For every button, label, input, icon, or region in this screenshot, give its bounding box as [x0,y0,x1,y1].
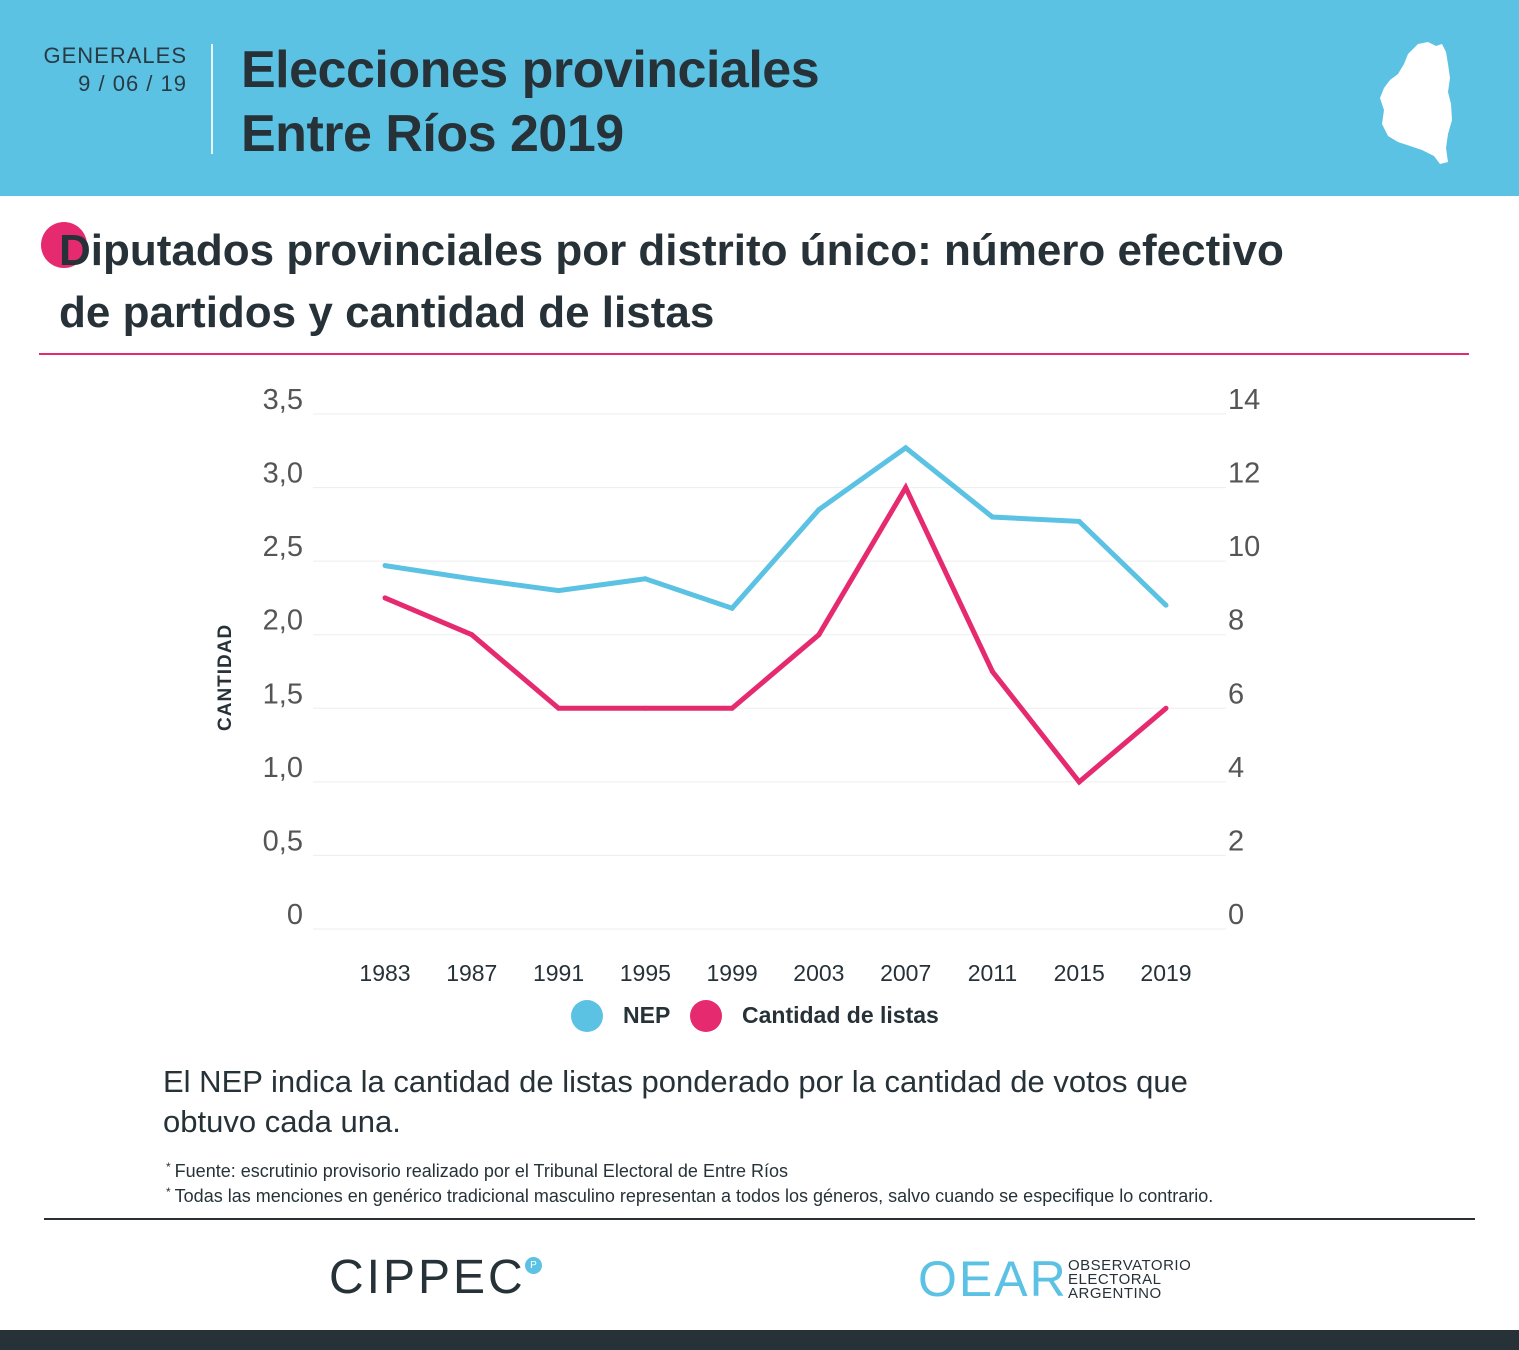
data-point-cantidad-de-listas [816,632,822,638]
x-tick-label: 1987 [446,960,497,986]
header-kicker: GENERALES 9 / 06 / 19 [30,42,187,98]
section-title-line2: de partidos y cantidad de listas [59,288,715,337]
y-right-tick-label: 0 [1228,899,1244,931]
x-tick-label: 1999 [707,960,758,986]
data-point-nep [469,576,475,582]
x-tick-label: 2007 [880,960,931,986]
cippec-logo-mark: P [525,1257,542,1274]
data-point-nep [989,514,995,520]
data-point-nep [382,563,388,569]
y-left-tick-label: 0 [287,899,303,931]
footnote-source: * Fuente: escrutinio provisorio realizado… [166,1160,1466,1182]
legend-swatch-nep [571,1000,603,1032]
y-left-tick-label: 1,0 [263,752,303,784]
data-point-cantidad-de-listas [989,669,995,674]
y-right-tick-label: 2 [1228,825,1244,857]
y-right-tick-label: 6 [1228,678,1244,710]
x-tick-label: 2011 [968,960,1017,986]
y-left-tick-label: 3,0 [263,458,303,490]
legend-swatch-listas [690,1000,722,1032]
legend-label-nep: NEP [623,1002,671,1028]
data-point-cantidad-de-listas [729,705,735,711]
bottom-bar [0,1330,1519,1350]
y-left-tick-label: 1,5 [263,678,303,710]
oear-logo-line3: ARGENTINO [1068,1285,1162,1302]
footer-rule [44,1218,1475,1220]
x-tick-label: 2019 [1140,960,1191,986]
section-title: Diputados provinciales por distrito únic… [59,220,1499,344]
data-point-nep [816,507,822,513]
section-rule [39,353,1469,355]
chart-note-line1: El NEP indica la cantidad de listas pond… [163,1064,1188,1099]
legend-label-listas: Cantidad de listas [742,1002,939,1028]
entre-rios-map-icon [1380,42,1452,164]
data-point-nep [556,588,562,594]
data-point-nep [1076,518,1082,524]
y-right-tick-label: 14 [1228,384,1260,416]
header-banner: GENERALES 9 / 06 / 19 Elecciones provinc… [0,0,1519,196]
page-title: Elecciones provinciales Entre Ríos 2019 [241,38,820,166]
footnote-star: * [166,1185,171,1199]
footnote-gender: * Todas las menciones en genérico tradici… [166,1185,1466,1207]
header-date: 9 / 06 / 19 [78,71,187,96]
header-divider [211,44,213,154]
line-chart: 0 0 0,5 2 1,0 4 1,5 6 2,0 8 2,5 10 3,0 12 3,5 14 1983 198… [263,384,1261,986]
page-title-line1: Elecciones provinciales [241,41,820,99]
series-line-nep [384,444,1168,612]
x-tick-label: 1991 [533,960,584,986]
section-marker-dot [41,222,87,268]
oear-logo: OEAR [918,1251,1068,1307]
data-point-cantidad-de-listas [556,705,562,711]
y-right-tick-label: 12 [1228,458,1260,490]
y-right-tick-label: 8 [1228,605,1244,637]
data-point-cantidad-de-listas [469,632,475,638]
y-left-tick-label: 2,0 [263,605,303,637]
x-tick-label: 1995 [620,960,671,986]
oear-logo-line1: OBSERVATORIO [1068,1257,1192,1274]
section-title-line1: Diputados provinciales por distrito únic… [59,226,1284,275]
data-point-cantidad-de-listas [642,705,648,711]
chart-note-line2: obtuvo cada una. [163,1104,401,1139]
y-axis-label: CANTIDAD [215,623,236,731]
header-kicker-label: GENERALES [43,43,187,68]
data-point-nep [729,605,735,611]
x-tick-label: 1983 [359,960,410,986]
y-left-tick-label: 3,5 [263,384,303,416]
y-left-tick-label: 0,5 [263,825,303,857]
data-point-cantidad-de-listas [903,485,909,491]
data-point-nep [642,576,648,582]
data-point-nep [903,445,909,451]
cippec-logo: CIPPEC [329,1251,526,1304]
footnote-gender-text: Todas las menciones en genérico tradicio… [174,1186,1214,1206]
y-left-tick-label: 2,5 [263,531,303,563]
y-right-tick-label: 10 [1228,531,1260,563]
series-line-cantidad-de-listas [384,482,1168,786]
x-tick-label: 2015 [1054,960,1105,986]
footnote-source-text: Fuente: escrutinio provisorio realizado … [174,1161,788,1181]
y-right-tick-label: 4 [1228,752,1244,784]
data-point-nep [1163,602,1169,608]
chart-note: El NEP indica la cantidad de listas pond… [163,1062,1413,1142]
oear-logo-line2: ELECTORAL [1068,1271,1162,1288]
x-tick-label: 2003 [793,960,844,986]
page-title-line2: Entre Ríos 2019 [241,105,624,163]
data-point-cantidad-de-listas [1076,779,1082,785]
data-point-cantidad-de-listas [1163,705,1169,711]
footnote-star: * [166,1160,171,1174]
data-point-cantidad-de-listas [382,595,388,601]
